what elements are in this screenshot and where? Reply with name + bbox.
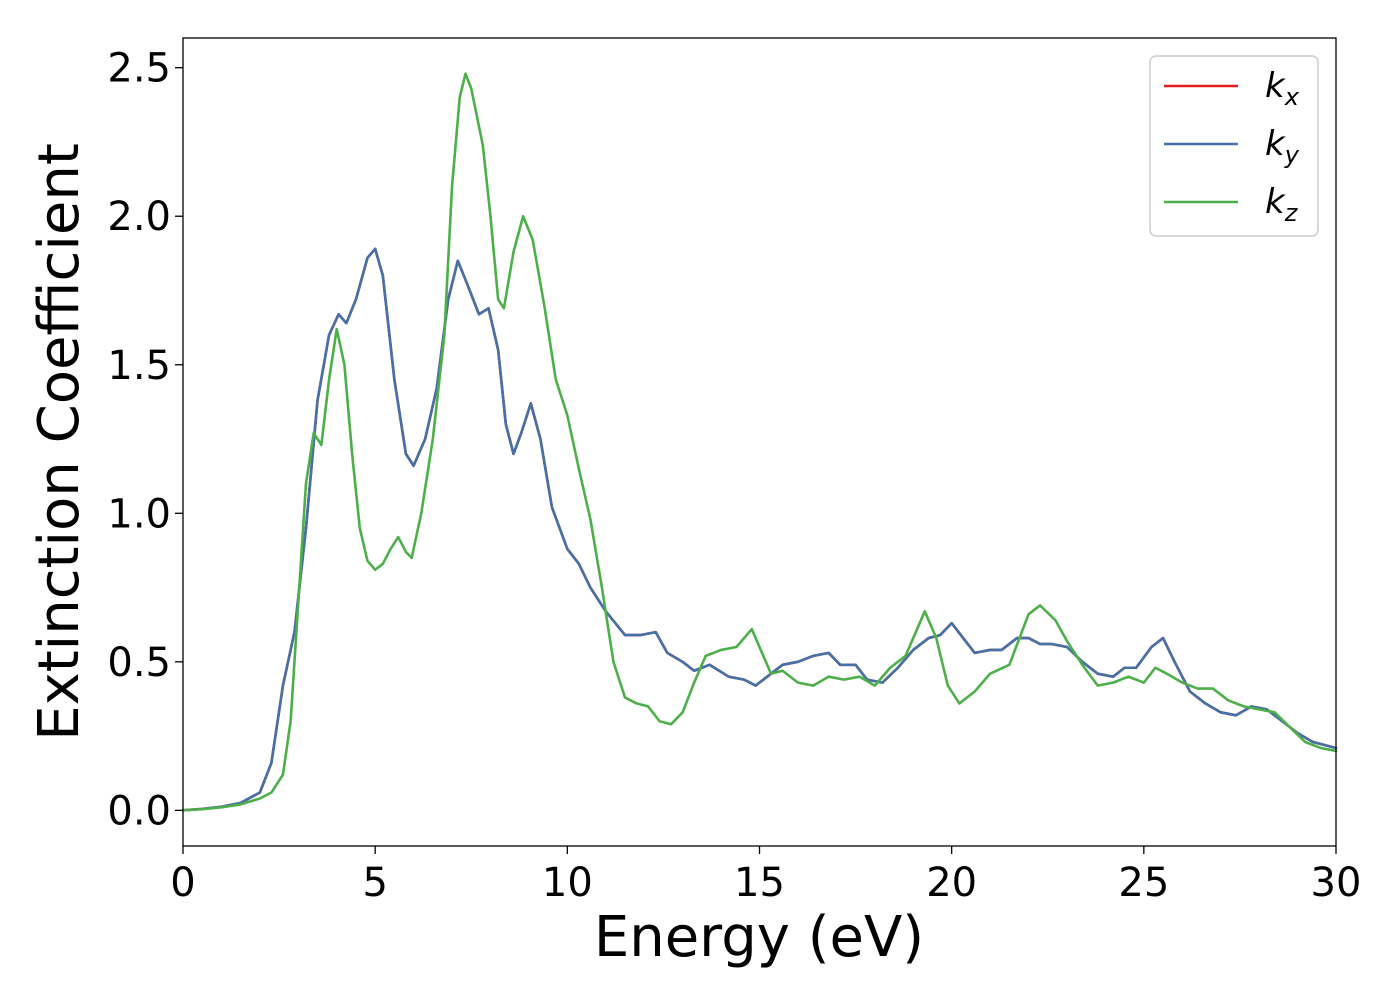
x-axis-ticks: 0 5 10 15 20 25 30 (170, 846, 1361, 906)
x-tick-label: 15 (734, 860, 785, 906)
series-line-ky (181, 247, 1338, 812)
y-tick-label: 2.5 (107, 46, 171, 92)
legend-box (1149, 55, 1319, 237)
legend-label-kx: kx (1265, 66, 1300, 111)
x-tick-label: 30 (1311, 860, 1362, 906)
y-tick-label: 1.0 (107, 491, 171, 537)
y-axis-title: Extinction Coefficient (27, 143, 92, 741)
x-tick-label: 0 (170, 860, 195, 906)
y-tick-label: 0.5 (107, 640, 171, 686)
series-lines (181, 72, 1338, 812)
x-tick-label: 20 (926, 860, 977, 906)
y-tick-label: 0.0 (107, 788, 171, 834)
x-tick-label: 10 (542, 860, 593, 906)
legend-label-ky: ky (1265, 124, 1300, 169)
legend: kx ky kz (1149, 55, 1319, 237)
x-tick-label: 25 (1118, 860, 1169, 906)
x-tick-label: 5 (362, 860, 387, 906)
x-axis-title: Energy (eV) (594, 905, 924, 970)
y-axis-ticks: 0.0 0.5 1.0 1.5 2.0 2.5 (107, 46, 183, 834)
series-line-kz (181, 72, 1338, 812)
legend-label-kz: kz (1265, 182, 1299, 227)
y-tick-label: 2.0 (107, 194, 171, 240)
y-tick-label: 1.5 (107, 343, 171, 389)
